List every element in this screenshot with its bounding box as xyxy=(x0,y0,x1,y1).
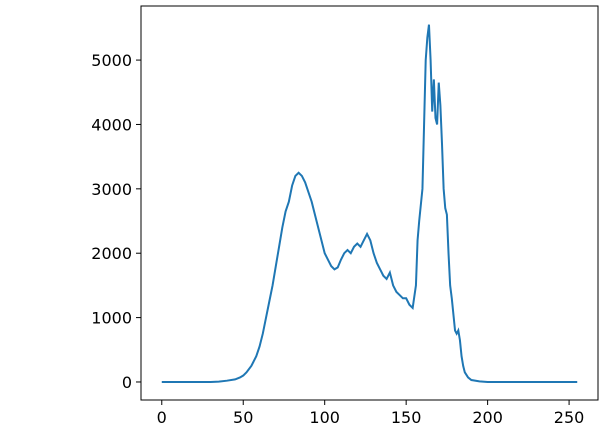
x-tick-label: 200 xyxy=(472,408,503,427)
y-tick-label: 3000 xyxy=(91,180,132,199)
x-tick-label: 100 xyxy=(309,408,340,427)
y-tick-label: 4000 xyxy=(91,115,132,134)
plot-frame xyxy=(140,5,599,401)
x-tick-label: 50 xyxy=(233,408,253,427)
data-line xyxy=(161,24,578,383)
y-tick-label: 0 xyxy=(122,373,132,392)
x-tick-label: 250 xyxy=(554,408,585,427)
x-tick-label: 150 xyxy=(391,408,422,427)
y-tick-label: 5000 xyxy=(91,51,132,70)
x-tick-label: 0 xyxy=(157,408,167,427)
y-tick-label: 1000 xyxy=(91,309,132,328)
y-tick-label: 2000 xyxy=(91,244,132,263)
